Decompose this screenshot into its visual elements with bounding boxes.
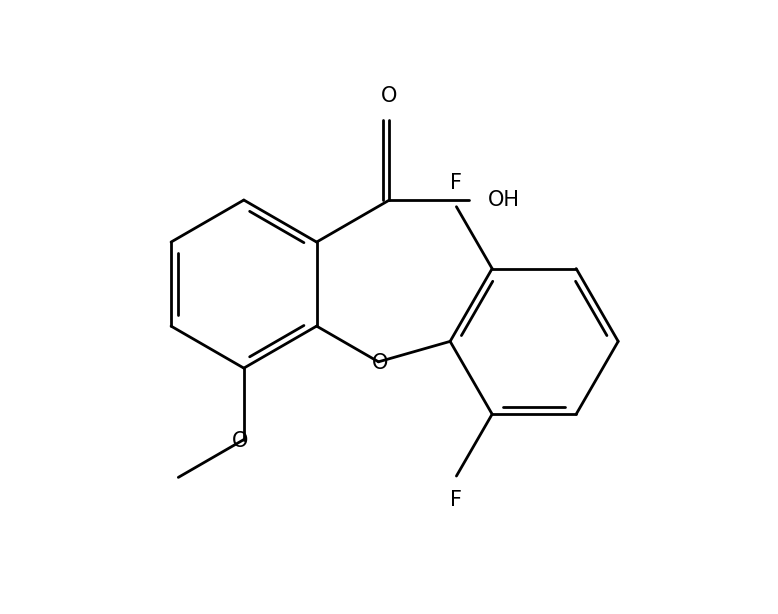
Text: O: O [381, 87, 398, 106]
Text: O: O [232, 431, 248, 451]
Text: OH: OH [489, 190, 520, 210]
Text: O: O [372, 353, 388, 373]
Text: F: F [450, 173, 462, 193]
Text: F: F [450, 490, 462, 510]
